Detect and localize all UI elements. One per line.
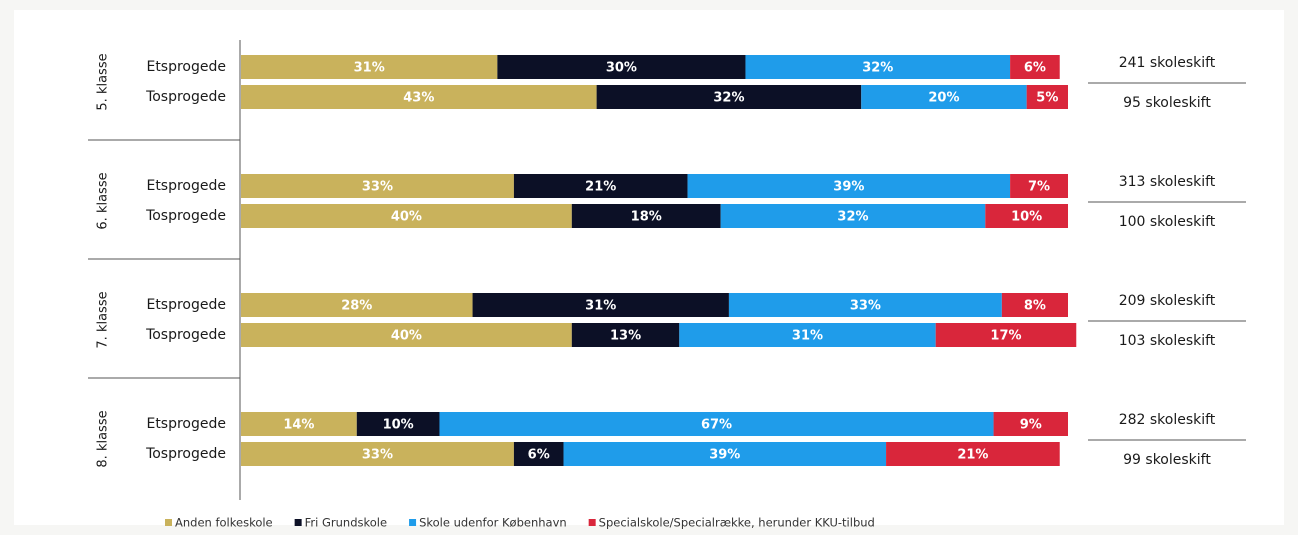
value-label: 33% bbox=[362, 180, 393, 195]
value-label: 18% bbox=[631, 210, 662, 225]
bar-segment bbox=[861, 85, 1027, 109]
bar-segment bbox=[985, 204, 1068, 228]
bar-segment bbox=[497, 55, 746, 79]
bar-segment bbox=[241, 55, 498, 79]
value-label: 6% bbox=[528, 448, 550, 463]
value-label: 33% bbox=[362, 448, 393, 463]
bar-segment bbox=[935, 323, 1077, 347]
value-label: 32% bbox=[837, 210, 868, 225]
value-label: 32% bbox=[713, 91, 744, 106]
value-label: 7% bbox=[1028, 180, 1050, 195]
bar-segment bbox=[241, 204, 572, 228]
bar-segment bbox=[993, 412, 1068, 436]
bar-segment bbox=[472, 293, 729, 317]
value-label: 43% bbox=[403, 91, 434, 106]
legend-label: Fri Grundskole bbox=[305, 516, 387, 530]
value-label: 17% bbox=[990, 329, 1021, 344]
annotation: 100 skoleskift bbox=[1119, 214, 1216, 230]
bar-segment bbox=[513, 174, 688, 198]
annotation: 99 skoleskift bbox=[1123, 452, 1211, 468]
value-label: 67% bbox=[701, 418, 732, 433]
bar-segment bbox=[563, 442, 887, 466]
category-label: Tosprogede bbox=[145, 446, 226, 462]
category-label: Tosprogede bbox=[145, 208, 226, 224]
legend-swatch bbox=[588, 519, 596, 526]
annotation: 313 skoleskift bbox=[1119, 174, 1216, 190]
bar-segment bbox=[886, 442, 1060, 466]
value-label: 8% bbox=[1024, 299, 1046, 314]
bar-segment bbox=[241, 412, 357, 436]
group-label: 6. klasse bbox=[96, 172, 111, 229]
bar-segment bbox=[439, 412, 994, 436]
value-label: 31% bbox=[354, 61, 385, 76]
bar-segment bbox=[356, 412, 440, 436]
category-label: Tosprogede bbox=[145, 89, 226, 105]
legend-swatch bbox=[165, 519, 172, 526]
group-label: 5. klasse bbox=[96, 53, 111, 110]
bar-segment bbox=[1026, 85, 1068, 109]
value-label: 40% bbox=[391, 329, 422, 344]
value-label: 32% bbox=[862, 61, 893, 76]
bar-segment bbox=[679, 323, 936, 347]
value-label: 20% bbox=[928, 91, 959, 106]
bar-segment bbox=[1001, 293, 1068, 317]
group-label: 8. klasse bbox=[96, 410, 111, 467]
value-label: 28% bbox=[341, 299, 372, 314]
value-label: 9% bbox=[1020, 418, 1042, 433]
value-label: 39% bbox=[709, 448, 740, 463]
bar-segment bbox=[241, 293, 473, 317]
bar-segment bbox=[720, 204, 986, 228]
legend-swatch bbox=[409, 519, 417, 526]
value-label: 6% bbox=[1024, 61, 1046, 76]
bar-segment bbox=[687, 174, 1011, 198]
value-label: 13% bbox=[610, 329, 641, 344]
legend-label: Anden folkeskole bbox=[175, 516, 273, 530]
annotation: 241 skoleskift bbox=[1119, 55, 1216, 71]
annotation: 209 skoleskift bbox=[1119, 293, 1216, 309]
category-label: Etsprogede bbox=[146, 178, 226, 194]
value-label: 10% bbox=[383, 418, 414, 433]
annotation: 95 skoleskift bbox=[1123, 95, 1211, 111]
category-label: Etsprogede bbox=[146, 416, 226, 432]
bar-segment bbox=[1010, 174, 1068, 198]
bar-segment bbox=[571, 204, 721, 228]
value-label: 39% bbox=[833, 180, 864, 195]
annotation: 103 skoleskift bbox=[1119, 333, 1216, 349]
bar-segment bbox=[241, 323, 572, 347]
category-label: Tosprogede bbox=[145, 327, 226, 343]
legend-label: Specialskole/Specialrække, herunder KKU-… bbox=[599, 516, 875, 530]
value-label: 21% bbox=[585, 180, 616, 195]
group-label: 7. klasse bbox=[96, 291, 111, 348]
value-label: 14% bbox=[283, 418, 314, 433]
legend-swatch bbox=[294, 519, 302, 526]
value-label: 33% bbox=[850, 299, 881, 314]
bar-segment bbox=[745, 55, 1011, 79]
value-label: 5% bbox=[1036, 91, 1058, 106]
bar-segment bbox=[728, 293, 1002, 317]
value-label: 10% bbox=[1011, 210, 1042, 225]
value-label: 31% bbox=[585, 299, 616, 314]
bar-segment bbox=[241, 174, 514, 198]
value-label: 31% bbox=[792, 329, 823, 344]
bar-segment bbox=[1010, 55, 1060, 79]
annotation: 282 skoleskift bbox=[1119, 412, 1216, 428]
value-label: 40% bbox=[391, 210, 422, 225]
value-label: 30% bbox=[606, 61, 637, 76]
bar-segment bbox=[596, 85, 862, 109]
bar-segment bbox=[571, 323, 680, 347]
bar-segment bbox=[241, 85, 597, 109]
category-label: Etsprogede bbox=[146, 297, 226, 313]
legend-label: Skole udenfor København bbox=[419, 516, 567, 530]
category-label: Etsprogede bbox=[146, 59, 226, 75]
bar-segment bbox=[241, 442, 514, 466]
bar-segment bbox=[513, 442, 564, 466]
value-label: 21% bbox=[957, 448, 988, 463]
